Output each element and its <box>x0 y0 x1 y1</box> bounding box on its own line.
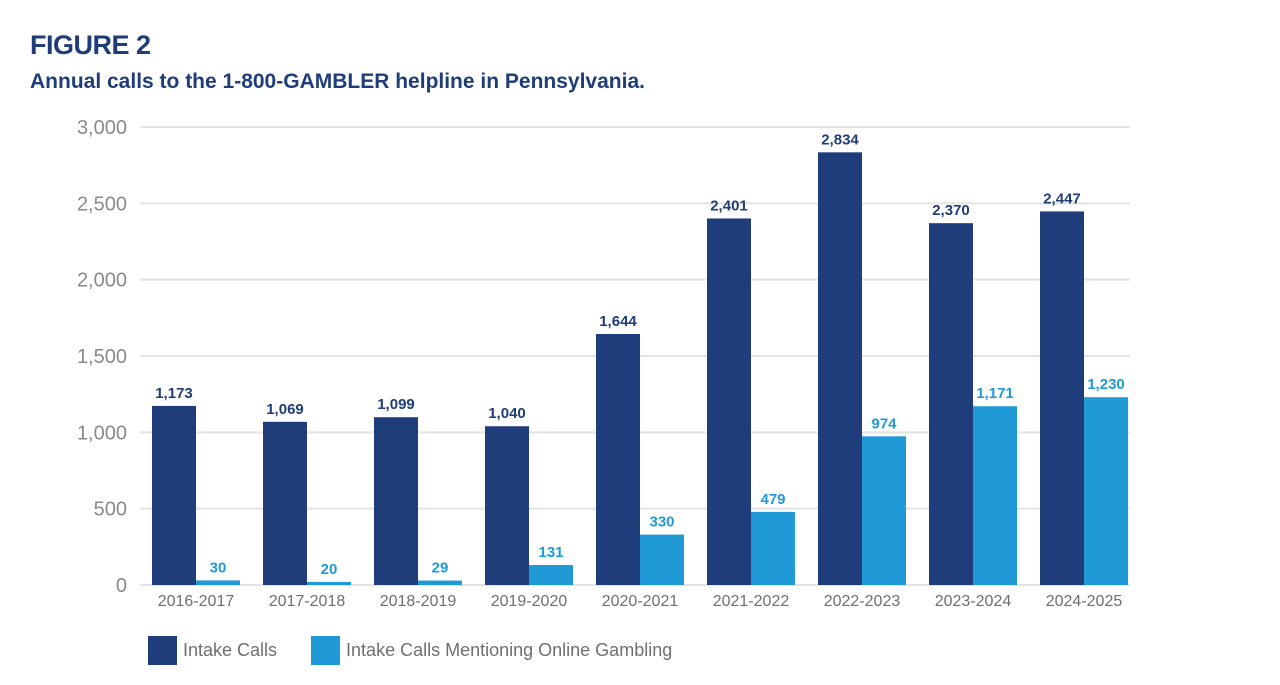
y-tick-label: 2,500 <box>77 193 127 215</box>
bar-online-gambling <box>196 580 240 585</box>
bar-intake-calls <box>1040 211 1084 585</box>
y-tick-label: 2,000 <box>77 270 127 292</box>
figure-label: FIGURE 2 <box>30 30 151 60</box>
y-tick-label: 1,000 <box>77 422 127 444</box>
x-axis-ticks: 2016-2017 2017-2018 2018-2019 2019-2020 2020… <box>158 593 1123 610</box>
bar-intake-calls <box>152 405 196 585</box>
x-tick-label: 2020-2021 <box>602 593 679 610</box>
data-label-intake-calls: 2,401 <box>710 197 748 214</box>
bar-intake-calls <box>374 417 418 585</box>
legend-swatch-online-gambling <box>311 636 341 665</box>
bar-online-gambling <box>418 580 462 585</box>
legend-item-online-gambling: Intake Calls Mentioning Online Gambling <box>311 636 672 665</box>
data-label-intake-calls: 1,040 <box>488 405 526 422</box>
data-label-online-gambling: 131 <box>538 544 563 561</box>
bar-online-gambling <box>1084 397 1128 585</box>
y-tick-label: 1,500 <box>77 346 127 368</box>
y-tick-label: 0 <box>116 575 127 597</box>
data-label-intake-calls: 2,834 <box>821 131 859 148</box>
legend-swatch-intake-calls <box>148 636 177 665</box>
x-tick-label: 2019-2020 <box>491 593 568 610</box>
bar-online-gambling <box>862 436 906 585</box>
legend-label-intake-calls: Intake Calls <box>183 640 278 660</box>
x-tick-label: 2021-2022 <box>713 593 790 610</box>
y-tick-label: 3,000 <box>77 117 127 139</box>
data-label-online-gambling: 30 <box>210 559 227 576</box>
data-labels: 1,173 1,069 1,099 1,040 1,644 2,401 2,834 2,370… <box>155 131 1125 578</box>
data-label-intake-calls: 1,099 <box>377 396 415 413</box>
data-label-intake-calls: 1,173 <box>155 385 193 402</box>
bar-intake-calls <box>485 426 529 585</box>
data-label-online-gambling: 330 <box>649 514 674 531</box>
bar-intake-calls <box>707 218 751 585</box>
data-label-intake-calls: 2,447 <box>1043 190 1081 207</box>
x-tick-label: 2022-2023 <box>824 593 901 610</box>
bar-online-gambling <box>751 511 795 585</box>
y-axis-ticks: 0 500 1,000 1,500 2,000 2,500 3,000 <box>77 117 127 597</box>
x-tick-label: 2024-2025 <box>1046 593 1123 610</box>
x-tick-label: 2017-2018 <box>269 593 346 610</box>
data-label-online-gambling: 29 <box>432 560 449 577</box>
bar-intake-calls <box>818 152 862 586</box>
data-label-online-gambling: 20 <box>321 561 338 578</box>
data-label-intake-calls: 1,069 <box>266 401 304 418</box>
data-label-intake-calls: 1,644 <box>599 313 637 330</box>
legend: Intake Calls Intake Calls Mentioning Onl… <box>148 636 706 665</box>
data-label-online-gambling: 1,171 <box>976 385 1014 402</box>
bars <box>152 152 1128 586</box>
bar-online-gambling <box>973 406 1017 585</box>
data-label-online-gambling: 1,230 <box>1087 376 1125 393</box>
bar-online-gambling <box>307 581 351 585</box>
y-tick-label: 500 <box>94 499 127 521</box>
bar-intake-calls <box>929 223 973 585</box>
data-label-online-gambling: 479 <box>760 491 785 508</box>
bar-intake-calls <box>596 334 640 585</box>
data-label-intake-calls: 2,370 <box>932 202 970 219</box>
legend-label-online-gambling: Intake Calls Mentioning Online Gambling <box>346 640 673 660</box>
bar-online-gambling <box>529 565 573 585</box>
legend-item-intake-calls: Intake Calls <box>148 636 277 665</box>
data-label-online-gambling: 974 <box>871 415 897 432</box>
chart-title: Annual calls to the 1-800-GAMBLER helpli… <box>30 70 645 93</box>
bar-intake-calls <box>263 421 307 585</box>
x-tick-label: 2018-2019 <box>380 593 457 610</box>
x-tick-label: 2016-2017 <box>158 593 235 610</box>
x-tick-label: 2023-2024 <box>935 593 1012 610</box>
bar-online-gambling <box>640 534 684 585</box>
